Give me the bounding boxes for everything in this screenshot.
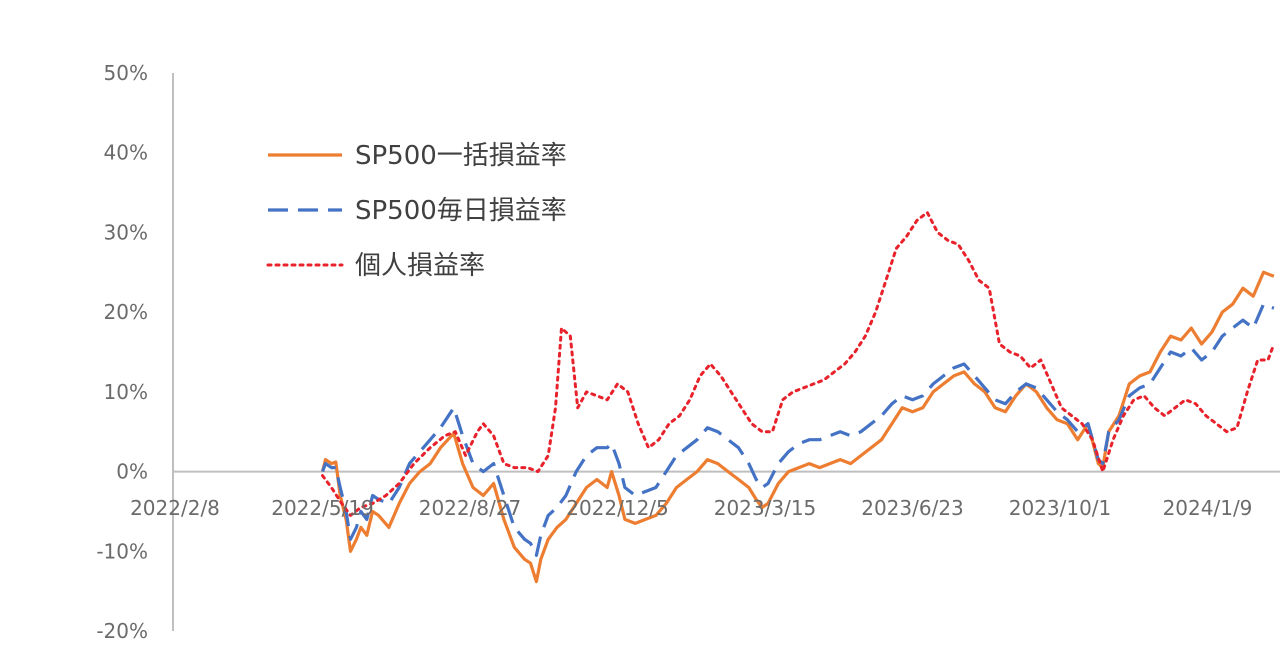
x-tick-label: 2023/3/15 <box>714 496 817 520</box>
legend-item-sp500-lump: SP500一括損益率 <box>268 141 567 171</box>
legend-label: 個人損益率 <box>355 251 485 281</box>
x-tick-label: 2022/8/27 <box>419 496 522 520</box>
y-tick-label: -10% <box>96 539 148 563</box>
series-layer <box>320 211 1276 584</box>
x-tick-label: 2022/5/19 <box>271 496 374 520</box>
x-tick-label: 2022/2/8 <box>130 496 220 520</box>
sp500-lump-line <box>320 270 1275 584</box>
y-tick-label: 0% <box>116 460 148 484</box>
legend-label: SP500毎日損益率 <box>355 196 567 226</box>
y-tick-label: 30% <box>104 220 148 244</box>
y-tick-label: 50% <box>104 61 148 85</box>
y-tick-label: 40% <box>104 141 148 165</box>
y-tick-label: -20% <box>96 619 148 643</box>
x-tick-label: 2024/1/9 <box>1163 496 1253 520</box>
x-axis-labels: 2022/2/8 2022/5/19 2022/8/27 2022/12/5 2023/… <box>130 496 1252 520</box>
y-tick-label: 10% <box>104 380 148 404</box>
y-axis-labels: -20% -10% 0% 10% 20% 30% 40% 50% <box>96 61 148 643</box>
y-tick-label: 20% <box>104 300 148 324</box>
personal-line <box>321 211 1276 517</box>
x-tick-label: 2023/6/23 <box>861 496 964 520</box>
x-tick-label: 2022/12/5 <box>566 496 669 520</box>
legend-item-sp500-daily: SP500毎日損益率 <box>268 196 567 226</box>
legend-label: SP500一括損益率 <box>355 141 567 171</box>
x-tick-label: 2023/10/1 <box>1009 496 1112 520</box>
legend-item-personal: 個人損益率 <box>266 251 485 281</box>
sp500-daily-line <box>321 302 1275 557</box>
